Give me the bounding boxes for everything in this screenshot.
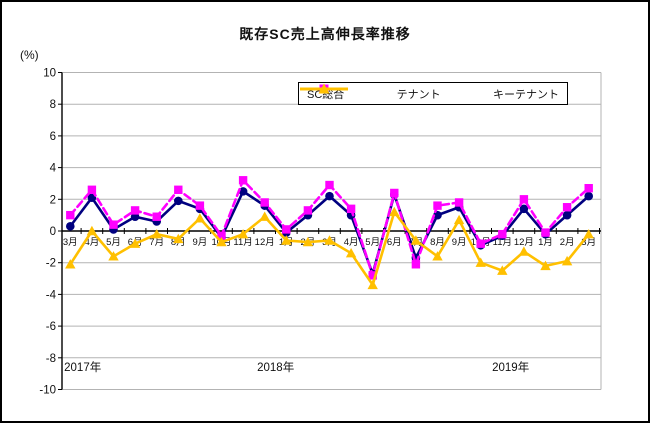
data-point-marker	[259, 211, 270, 221]
data-point-marker	[108, 251, 119, 261]
y-tick-label: -2	[46, 258, 56, 270]
month-label: 11月	[493, 237, 512, 248]
month-label: 5月	[106, 237, 121, 248]
month-label: 4月	[344, 237, 359, 248]
data-point-marker	[195, 201, 205, 210]
data-point-marker	[540, 260, 551, 271]
month-label: 2月	[560, 237, 575, 248]
data-point-marker	[109, 220, 118, 229]
y-tick-label: -8	[46, 353, 56, 365]
line-triangle-marker-icon	[300, 83, 348, 94]
data-point-marker	[390, 188, 399, 198]
data-point-marker	[66, 221, 75, 231]
data-point-marker	[411, 260, 421, 269]
month-label: 3月	[581, 237, 596, 248]
data-point-marker	[583, 228, 594, 239]
y-tick-label: 10	[43, 68, 56, 80]
month-label: 1月	[538, 237, 553, 248]
y-tick-label: 2	[50, 194, 56, 206]
data-point-marker	[303, 206, 313, 215]
data-point-marker	[66, 210, 75, 220]
data-point-marker	[432, 251, 443, 261]
month-label: 5月	[365, 237, 380, 248]
month-label: 4月	[85, 237, 100, 248]
data-point-marker	[389, 206, 400, 217]
y-tick-label: 6	[50, 131, 56, 143]
data-point-marker	[562, 210, 572, 220]
data-point-marker	[584, 191, 593, 201]
legend-item-label: SC総合	[307, 88, 345, 101]
data-point-marker	[216, 236, 227, 247]
data-point-marker	[194, 213, 206, 223]
data-point-marker	[302, 236, 314, 247]
chart-title: 既存SC売上高伸長率推移	[239, 26, 411, 42]
y-tick-label: -10	[39, 385, 56, 397]
year-label: 2017年	[64, 360, 101, 374]
data-point-marker	[325, 180, 334, 190]
data-point-marker	[433, 201, 442, 210]
legend-item-tenant: テナント	[300, 84, 441, 102]
legend: SC総合 テナント キーテナント	[298, 82, 568, 105]
month-label: 12月	[514, 237, 534, 248]
data-point-marker	[519, 204, 529, 214]
y-tick-label: -4	[46, 289, 57, 301]
data-point-marker	[174, 185, 183, 194]
data-point-marker	[561, 255, 573, 266]
y-axis-unit-label: (%)	[20, 48, 39, 62]
month-label: 7月	[149, 237, 164, 248]
y-tick-label: 8	[50, 99, 56, 111]
data-point-marker	[368, 271, 377, 280]
data-point-marker	[238, 187, 248, 196]
data-point-marker	[129, 238, 141, 248]
data-point-marker	[541, 228, 550, 237]
month-label: 12月	[255, 237, 275, 248]
data-point-marker	[519, 195, 529, 204]
data-point-marker	[152, 212, 161, 221]
data-point-marker	[453, 214, 465, 225]
data-point-marker	[65, 259, 76, 269]
data-point-marker	[518, 246, 530, 256]
data-point-marker	[345, 247, 357, 258]
data-point-marker	[217, 231, 226, 240]
data-point-marker	[87, 185, 97, 194]
data-point-marker	[281, 235, 292, 245]
data-point-marker	[130, 206, 140, 215]
data-point-marker	[475, 257, 486, 267]
data-point-marker	[498, 229, 507, 239]
data-point-marker	[476, 239, 485, 248]
month-label: 9月	[452, 237, 467, 248]
data-point-marker	[454, 198, 464, 207]
data-point-marker	[562, 203, 572, 212]
data-point-marker	[410, 235, 422, 245]
data-point-marker	[325, 191, 334, 201]
data-point-marker	[174, 196, 183, 206]
data-point-marker	[173, 233, 184, 244]
data-point-marker	[86, 225, 98, 236]
legend-item-label: テナント	[396, 88, 441, 101]
data-point-marker	[260, 198, 269, 207]
legend-item-key-tenant: キーテナント	[300, 83, 559, 102]
data-point-marker	[497, 265, 508, 275]
data-point-marker	[346, 204, 356, 214]
year-label: 2019年	[492, 360, 529, 374]
data-point-marker	[237, 228, 249, 239]
data-point-marker	[584, 184, 593, 193]
y-tick-label: 0	[50, 226, 56, 238]
month-label: 9月	[193, 237, 208, 248]
month-label: 8月	[430, 237, 445, 248]
month-label: 11月	[233, 237, 252, 248]
data-point-marker	[367, 279, 378, 290]
y-tick-label: 4	[50, 163, 57, 175]
data-point-marker	[238, 176, 248, 185]
month-label: 3月	[63, 237, 78, 248]
legend-item-label: キーテナント	[493, 88, 559, 101]
data-point-marker	[282, 225, 291, 234]
data-point-marker	[324, 235, 335, 245]
month-label: 6月	[387, 237, 402, 248]
y-tick-label: -6	[46, 321, 56, 333]
year-label: 2018年	[257, 360, 294, 374]
data-point-marker	[151, 228, 162, 239]
